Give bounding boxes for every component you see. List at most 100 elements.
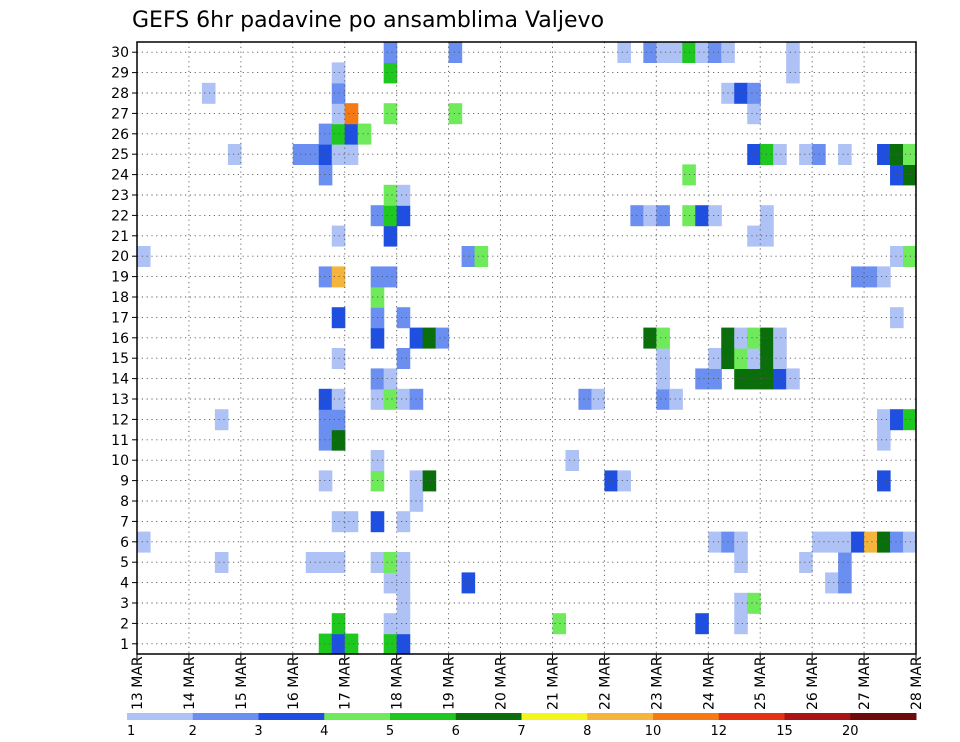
heatmap-cell (903, 246, 916, 267)
heatmap-cell (565, 450, 580, 471)
heatmap-cell (318, 144, 333, 165)
y-tick-label: 8 (120, 494, 129, 510)
heatmap-cell (903, 144, 916, 165)
heatmap-cell (578, 388, 593, 410)
y-tick-label: 25 (111, 147, 129, 163)
heatmap-cell (435, 327, 450, 349)
heatmap-cell (344, 511, 359, 533)
heatmap-cell (890, 246, 904, 267)
x-axis: 13 MAR 14 MAR 15 MAR 16 MAR 17 MAR 18 MAR 19 M… (130, 654, 925, 710)
heatmap-cell (695, 42, 709, 63)
heatmap-cell (331, 552, 346, 573)
colorbar-swatch (718, 713, 785, 720)
heatmap-cell (318, 633, 333, 655)
heatmap-cell (422, 470, 437, 492)
heatmap-cell (383, 368, 398, 390)
colorbar-label: 12 (710, 724, 727, 739)
heatmap-cell (669, 42, 683, 63)
heatmap-cell (864, 266, 878, 288)
colorbar-swatch (521, 713, 588, 720)
heatmap-cell (643, 327, 657, 349)
heatmap-cell (474, 246, 489, 267)
heatmap-cell (643, 42, 657, 63)
heatmap-cell (643, 205, 657, 227)
heatmap-cell (877, 429, 891, 451)
heatmap-cell (292, 144, 307, 165)
colorbar-swatch (587, 713, 654, 720)
x-tick-label: 14 MAR (182, 656, 198, 710)
y-tick-label: 30 (111, 45, 129, 61)
y-tick-label: 13 (111, 392, 129, 408)
heatmap-cell (318, 388, 333, 410)
y-tick-label: 20 (111, 249, 129, 265)
heatmap-cell (344, 144, 359, 165)
heatmap-cell (383, 572, 398, 594)
y-tick-label: 28 (111, 86, 129, 102)
chart-title: GEFS 6hr padavine po ansamblima Valjevo (132, 8, 604, 33)
heatmap-cell (903, 409, 916, 431)
heatmap-cell (422, 327, 437, 349)
colorbar: 1 2 3 4 5 6 7 8 10 12 15 20 (127, 713, 917, 739)
heatmap-cell (331, 103, 346, 125)
heatmap-cell (890, 164, 904, 186)
heatmap-cell (201, 82, 216, 104)
heatmap-cell (383, 103, 398, 125)
heatmap-cell (877, 470, 891, 492)
heatmap-cell (396, 184, 411, 206)
heatmap-cell (708, 531, 722, 553)
heatmap-cell (331, 388, 346, 410)
heatmap-cell (396, 307, 411, 329)
heatmap-cell (825, 572, 839, 594)
heatmap-cell (786, 62, 800, 84)
heatmap-cell (318, 470, 333, 492)
heatmap-cell (734, 613, 748, 635)
heatmap-cell (396, 613, 411, 635)
y-tick-label: 6 (120, 535, 129, 551)
y-tick-label: 11 (111, 433, 129, 449)
heatmap-cell (214, 552, 229, 573)
heatmap-cell (305, 552, 320, 573)
heatmap-cell (708, 42, 722, 63)
x-tick-label: 19 MAR (442, 656, 458, 710)
x-tick-label: 13 MAR (130, 656, 146, 710)
heatmap-cell (656, 388, 670, 410)
heatmap-cell (799, 144, 813, 165)
colorbar-label: 5 (386, 724, 394, 739)
y-tick-label: 3 (120, 596, 129, 612)
y-tick-label: 9 (120, 474, 129, 490)
colorbar-swatch (258, 713, 325, 720)
heatmap-cell (552, 613, 567, 635)
heatmap-cell (357, 123, 372, 145)
colorbar-label: 4 (320, 724, 328, 739)
heatmap-cell (383, 633, 398, 655)
y-tick-label: 5 (120, 555, 129, 571)
heatmap-cell (890, 307, 904, 329)
colorbar-swatch (784, 713, 851, 720)
heatmap-cell (604, 470, 618, 492)
heatmap-cell (396, 511, 411, 533)
y-tick-label: 29 (111, 66, 129, 82)
x-tick-label: 28 MAR (909, 656, 925, 710)
heatmap-cell (396, 592, 411, 614)
colorbar-swatch (324, 713, 391, 720)
heatmap-cell (786, 42, 800, 63)
heatmap-cell (877, 531, 891, 553)
heatmap-cell (383, 613, 398, 635)
heatmap-cell (617, 470, 631, 492)
heatmap-cell (656, 368, 670, 390)
heatmap-cell (331, 123, 346, 145)
x-tick-label: 15 MAR (234, 656, 250, 710)
heatmap-cell (656, 205, 670, 227)
x-tick-label: 25 MAR (753, 656, 769, 710)
heatmap-cell (383, 225, 398, 247)
y-tick-label: 14 (111, 372, 129, 388)
y-tick-label: 23 (111, 188, 129, 204)
colorbar-swatch (192, 713, 259, 720)
heatmap-cell (617, 42, 631, 63)
colorbar-swatch (653, 713, 720, 720)
heatmap-cell (331, 82, 346, 104)
colorbar-label: 20 (842, 724, 859, 739)
heatmap-cell (383, 62, 398, 84)
heatmap-cell (695, 368, 709, 390)
heatmap-cell (877, 144, 891, 165)
